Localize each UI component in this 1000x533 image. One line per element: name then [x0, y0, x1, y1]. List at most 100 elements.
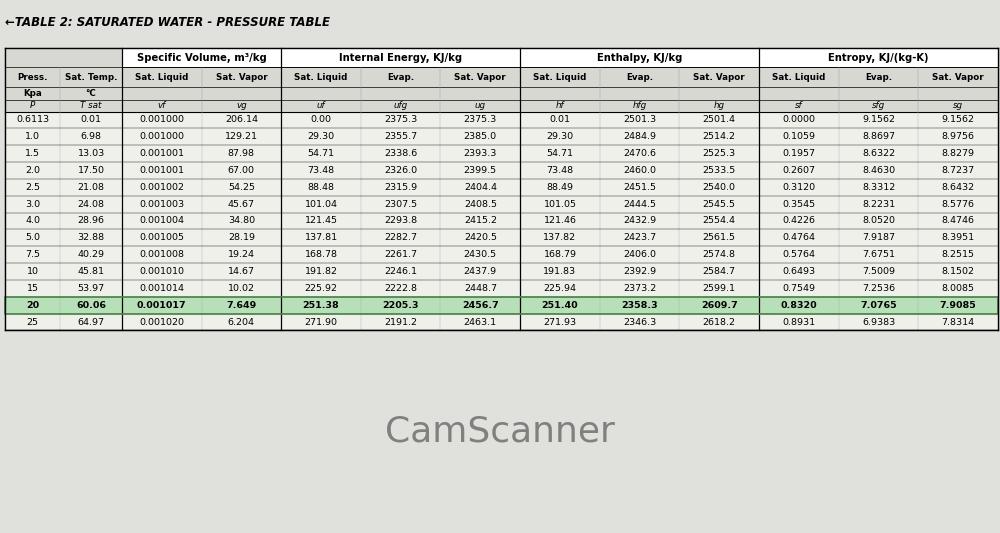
FancyBboxPatch shape: [5, 48, 998, 111]
FancyBboxPatch shape: [5, 179, 998, 196]
Text: 251.38: 251.38: [303, 301, 339, 310]
Text: 2501.3: 2501.3: [623, 116, 656, 124]
Text: 2432.9: 2432.9: [623, 216, 656, 225]
FancyBboxPatch shape: [759, 48, 998, 67]
Text: 40.29: 40.29: [78, 250, 105, 259]
Text: 32.88: 32.88: [78, 233, 105, 243]
Text: 15: 15: [27, 284, 39, 293]
Text: CamScanner: CamScanner: [385, 415, 615, 449]
FancyBboxPatch shape: [5, 128, 998, 145]
FancyBboxPatch shape: [5, 280, 998, 297]
Text: 0.2607: 0.2607: [782, 166, 815, 175]
Text: 8.3951: 8.3951: [942, 233, 975, 243]
Text: 2338.6: 2338.6: [384, 149, 417, 158]
Text: 2293.8: 2293.8: [384, 216, 417, 225]
FancyBboxPatch shape: [5, 162, 998, 179]
Text: 2437.9: 2437.9: [464, 267, 497, 276]
Text: 87.98: 87.98: [228, 149, 255, 158]
Text: 168.78: 168.78: [305, 250, 338, 259]
Text: 2261.7: 2261.7: [384, 250, 417, 259]
Text: 2205.3: 2205.3: [382, 301, 419, 310]
Text: 2525.3: 2525.3: [703, 149, 736, 158]
Text: 0.001020: 0.001020: [139, 318, 184, 327]
Text: 6.204: 6.204: [228, 318, 255, 327]
Text: 88.49: 88.49: [546, 183, 573, 192]
Text: 21.08: 21.08: [78, 183, 105, 192]
Text: 0.4764: 0.4764: [782, 233, 815, 243]
Text: 0.001001: 0.001001: [139, 166, 184, 175]
Text: uf: uf: [317, 101, 325, 110]
Text: 8.1502: 8.1502: [942, 267, 975, 276]
Text: sf: sf: [795, 101, 803, 110]
Text: 2561.5: 2561.5: [703, 233, 736, 243]
Text: 2385.0: 2385.0: [464, 132, 497, 141]
Text: 2514.2: 2514.2: [703, 132, 736, 141]
Text: T sat: T sat: [80, 101, 102, 110]
Text: 8.3312: 8.3312: [862, 183, 895, 192]
Text: 0.4226: 0.4226: [782, 216, 815, 225]
Text: 2408.5: 2408.5: [464, 200, 497, 208]
Text: 45.81: 45.81: [78, 267, 105, 276]
Text: 121.45: 121.45: [305, 216, 338, 225]
Text: 0.00: 0.00: [311, 116, 332, 124]
FancyBboxPatch shape: [5, 297, 998, 313]
Text: 225.94: 225.94: [543, 284, 576, 293]
Text: 0.001000: 0.001000: [139, 132, 184, 141]
Text: 7.9085: 7.9085: [940, 301, 977, 310]
Text: 88.48: 88.48: [308, 183, 335, 192]
Text: Sat. Liquid: Sat. Liquid: [772, 72, 826, 82]
Text: Sat. Liquid: Sat. Liquid: [294, 72, 348, 82]
Text: 8.8279: 8.8279: [942, 149, 975, 158]
Text: Evap.: Evap.: [865, 72, 892, 82]
Text: 0.001002: 0.001002: [139, 183, 184, 192]
Text: 8.6432: 8.6432: [942, 183, 975, 192]
Text: 2406.0: 2406.0: [623, 250, 656, 259]
Text: 25: 25: [27, 318, 39, 327]
Text: 2501.4: 2501.4: [703, 116, 736, 124]
Text: 0.8320: 0.8320: [781, 301, 817, 310]
Text: 7.6751: 7.6751: [862, 250, 895, 259]
Text: 67.00: 67.00: [228, 166, 255, 175]
Text: Internal Energy, KJ/kg: Internal Energy, KJ/kg: [339, 53, 462, 62]
Text: 8.4630: 8.4630: [862, 166, 895, 175]
Text: 53.97: 53.97: [78, 284, 105, 293]
Text: P: P: [30, 101, 35, 110]
FancyBboxPatch shape: [5, 111, 998, 128]
Text: 0.3120: 0.3120: [782, 183, 815, 192]
Text: 0.6113: 0.6113: [16, 116, 49, 124]
Text: 8.0085: 8.0085: [942, 284, 975, 293]
Text: 0.001008: 0.001008: [139, 250, 184, 259]
Text: Entropy, KJ/(kg-K): Entropy, KJ/(kg-K): [828, 53, 929, 62]
FancyBboxPatch shape: [5, 48, 998, 330]
Text: 7.5: 7.5: [25, 250, 40, 259]
Text: 2.5: 2.5: [25, 183, 40, 192]
Text: 2599.1: 2599.1: [703, 284, 736, 293]
Text: 60.06: 60.06: [76, 301, 106, 310]
Text: 0.001010: 0.001010: [139, 267, 184, 276]
Text: 2375.3: 2375.3: [464, 116, 497, 124]
Text: 0.001017: 0.001017: [137, 301, 187, 310]
Text: 0.8931: 0.8931: [782, 318, 815, 327]
Text: 8.5776: 8.5776: [942, 200, 975, 208]
Text: 7.9187: 7.9187: [862, 233, 895, 243]
Text: 2191.2: 2191.2: [384, 318, 417, 327]
Text: 14.67: 14.67: [228, 267, 255, 276]
Text: 0.7549: 0.7549: [782, 284, 815, 293]
Text: ←TABLE 2: SATURATED WATER - PRESSURE TABLE: ←TABLE 2: SATURATED WATER - PRESSURE TAB…: [5, 16, 330, 29]
Text: 2448.7: 2448.7: [464, 284, 497, 293]
Text: 121.46: 121.46: [543, 216, 576, 225]
Text: Sat. Vapor: Sat. Vapor: [454, 72, 506, 82]
Text: hg: hg: [714, 101, 725, 110]
Text: 6.98: 6.98: [81, 132, 102, 141]
Text: 28.96: 28.96: [78, 216, 105, 225]
Text: 225.92: 225.92: [305, 284, 338, 293]
Text: hf: hf: [556, 101, 564, 110]
Text: 2533.5: 2533.5: [703, 166, 736, 175]
Text: 45.67: 45.67: [228, 200, 255, 208]
Text: 2609.7: 2609.7: [701, 301, 738, 310]
Text: sfg: sfg: [872, 101, 885, 110]
Text: Sat. Temp.: Sat. Temp.: [65, 72, 117, 82]
Text: Kpa: Kpa: [23, 89, 42, 98]
Text: 2415.2: 2415.2: [464, 216, 497, 225]
Text: 0.001000: 0.001000: [139, 116, 184, 124]
